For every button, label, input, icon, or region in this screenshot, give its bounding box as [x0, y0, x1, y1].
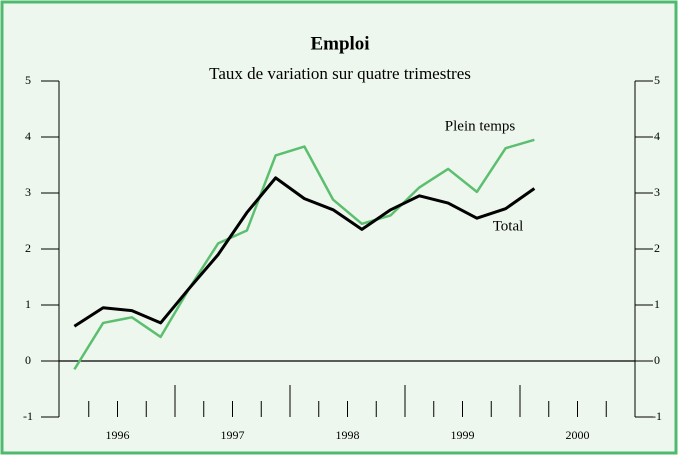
- y-tick-label: 0: [25, 353, 31, 367]
- y-tick-label: 5: [25, 73, 31, 87]
- series-label: Plein temps: [445, 118, 516, 134]
- y2-tick-label: 4: [654, 129, 660, 143]
- y2-tick-label: 2: [654, 241, 660, 255]
- x-tick-label: 2000: [566, 428, 590, 442]
- y2-tick-label: -1: [652, 409, 662, 423]
- y2-tick-label: 1: [654, 297, 660, 311]
- x-tick-label: 1997: [221, 428, 245, 442]
- y2-tick-label: 3: [654, 185, 660, 199]
- x-tick-label: 1996: [106, 428, 130, 442]
- y-tick-label: -1: [23, 409, 33, 423]
- series-line: [73, 138, 535, 371]
- chart-subtitle: Taux de variation sur quatre trimestres: [209, 64, 471, 83]
- y2-tick-label: 0: [654, 353, 660, 367]
- series-label: Total: [493, 218, 524, 234]
- x-tick-label: 1998: [336, 428, 360, 442]
- y-tick-label: 1: [25, 297, 31, 311]
- x-tick-label: 1999: [451, 428, 475, 442]
- chart-title: Emploi: [310, 33, 369, 54]
- y-tick-label: 4: [25, 129, 31, 143]
- y-tick-label: 3: [25, 185, 31, 199]
- series-line: [73, 176, 536, 328]
- y-tick-label: 2: [25, 241, 31, 255]
- y2-tick-label: 5: [654, 73, 660, 87]
